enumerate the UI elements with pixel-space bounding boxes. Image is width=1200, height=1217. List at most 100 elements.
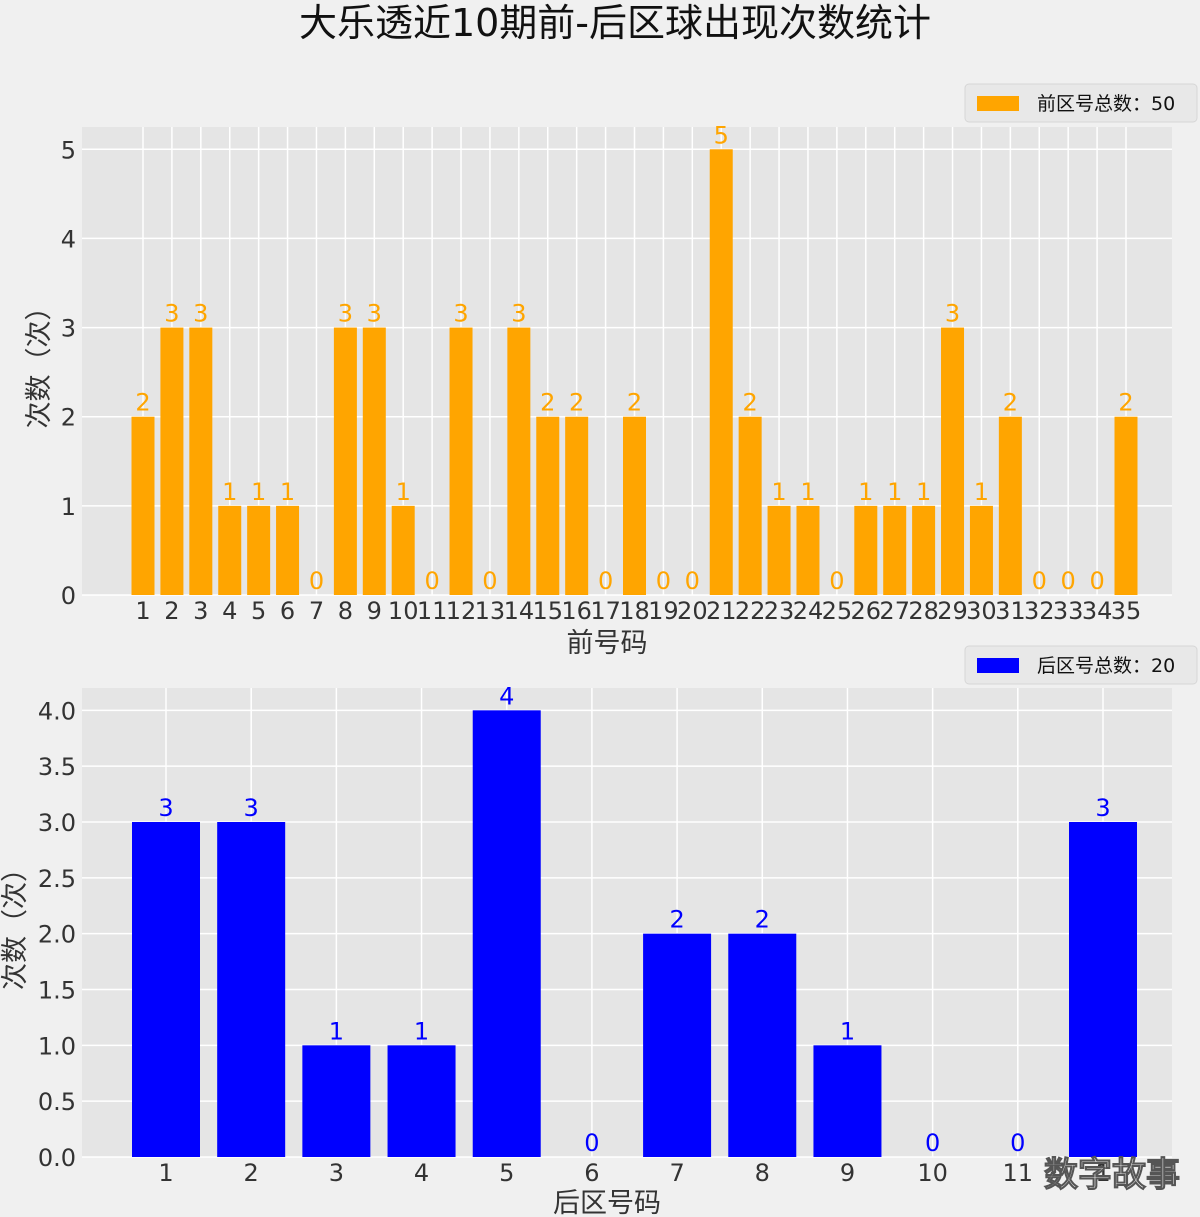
x-tick-label: 19 — [648, 597, 679, 625]
bar-value-label: 1 — [280, 478, 295, 506]
legend-box — [964, 645, 1198, 685]
x-axis-label: 后区号码 — [553, 1188, 661, 1217]
x-tick-label: 27 — [879, 597, 910, 625]
bar — [643, 933, 712, 1157]
y-tick-label: 2.0 — [38, 921, 76, 949]
bar — [132, 822, 200, 1157]
bar — [728, 933, 797, 1157]
bar-value-label: 0 — [1010, 1129, 1025, 1157]
x-axis-label: 前号码 — [567, 628, 648, 659]
x-tick-label: 17 — [590, 597, 621, 625]
x-tick-label: 11 — [1003, 1159, 1034, 1187]
bar — [796, 505, 820, 595]
x-tick-label: 25 — [822, 597, 853, 625]
bar-value-label: 3 — [945, 300, 960, 328]
bar — [189, 327, 213, 595]
bar-value-label: 3 — [244, 794, 259, 822]
x-tick-label: 1 — [135, 597, 150, 625]
x-tick-label: 21 — [706, 597, 737, 625]
bar-value-label: 1 — [251, 478, 266, 506]
bar-value-label: 2 — [1118, 389, 1133, 417]
bar-value-label: 1 — [974, 478, 989, 506]
y-axis-label: 次数（次） — [24, 294, 55, 429]
x-tick-label: 4 — [414, 1159, 429, 1187]
bar-value-label: 4 — [499, 682, 514, 710]
x-tick-label: 28 — [908, 597, 939, 625]
bar — [276, 505, 300, 595]
x-tick-label: 8 — [755, 1159, 770, 1187]
x-tick-label: 9 — [840, 1159, 855, 1187]
x-tick-label: 15 — [532, 597, 563, 625]
y-tick-label: 0.0 — [38, 1144, 76, 1172]
bar — [333, 327, 357, 595]
bar — [362, 327, 386, 595]
bar-value-label: 2 — [135, 389, 150, 417]
y-tick-label: 0 — [61, 582, 76, 610]
bar-value-label: 0 — [1089, 567, 1104, 595]
bar — [969, 505, 993, 595]
x-tick-label: 13 — [475, 597, 506, 625]
y-tick-label: 2.5 — [38, 865, 76, 893]
legend-label: 后区号总数：20 — [1037, 655, 1175, 677]
bar-value-label: 5 — [714, 121, 729, 149]
bar-value-label: 1 — [840, 1017, 855, 1045]
x-tick-label: 11 — [417, 597, 448, 625]
bar-value-label: 3 — [367, 300, 382, 328]
bar-value-label: 1 — [222, 478, 237, 506]
x-tick-label: 12 — [446, 597, 477, 625]
bar-value-label: 1 — [414, 1017, 429, 1045]
x-tick-label: 23 — [764, 597, 795, 625]
bar-value-label: 1 — [800, 478, 815, 506]
bar-value-label: 3 — [511, 300, 526, 328]
bar — [854, 505, 878, 595]
y-tick-label: 5 — [61, 136, 76, 164]
bar — [507, 327, 531, 595]
legend-swatch — [977, 658, 1019, 673]
x-tick-label: 20 — [677, 597, 708, 625]
x-tick-label: 34 — [1082, 597, 1113, 625]
x-tick-label: 29 — [937, 597, 968, 625]
chart-title: 大乐透近10期前-后区球出现次数统计 — [299, 1, 931, 45]
bar-value-label: 0 — [1061, 567, 1076, 595]
x-tick-label: 1 — [1095, 1159, 1110, 1187]
bar-value-label: 2 — [1003, 389, 1018, 417]
bar — [472, 710, 541, 1157]
x-tick-label: 22 — [735, 597, 766, 625]
bar-value-label: 1 — [771, 478, 786, 506]
bar — [883, 505, 907, 595]
x-tick-label: 7 — [669, 1159, 684, 1187]
bar-value-label: 2 — [755, 906, 770, 934]
bar — [1069, 822, 1137, 1157]
x-tick-label: 35 — [1111, 597, 1142, 625]
legend-label: 前区号总数：50 — [1037, 93, 1175, 115]
bar-value-label: 0 — [685, 567, 700, 595]
bar — [709, 149, 733, 596]
watermark-text: 数字故事 — [1044, 1155, 1180, 1195]
y-tick-label: 0.5 — [38, 1088, 76, 1116]
bar-value-label: 0 — [584, 1129, 599, 1157]
bar-value-label: 0 — [482, 567, 497, 595]
bar — [941, 327, 965, 595]
y-tick-label: 3.0 — [38, 809, 76, 837]
x-tick-label: 8 — [338, 597, 353, 625]
bar-value-label: 0 — [1032, 567, 1047, 595]
bar — [247, 505, 271, 595]
x-tick-label: 5 — [251, 597, 266, 625]
bar-value-label: 2 — [669, 906, 684, 934]
bar — [767, 505, 791, 595]
x-tick-label: 4 — [222, 597, 237, 625]
bar-value-label: 3 — [453, 300, 468, 328]
x-tick-label: 32 — [1024, 597, 1055, 625]
x-tick-label: 9 — [367, 597, 382, 625]
bar-value-label: 0 — [829, 567, 844, 595]
y-tick-label: 2 — [61, 404, 76, 432]
x-tick-label: 10 — [917, 1159, 948, 1187]
x-tick-label: 2 — [244, 1159, 259, 1187]
x-tick-label: 1 — [158, 1159, 173, 1187]
bar — [218, 505, 242, 595]
x-tick-label: 5 — [499, 1159, 514, 1187]
bar-value-label: 1 — [396, 478, 411, 506]
bar-value-label: 3 — [193, 300, 208, 328]
